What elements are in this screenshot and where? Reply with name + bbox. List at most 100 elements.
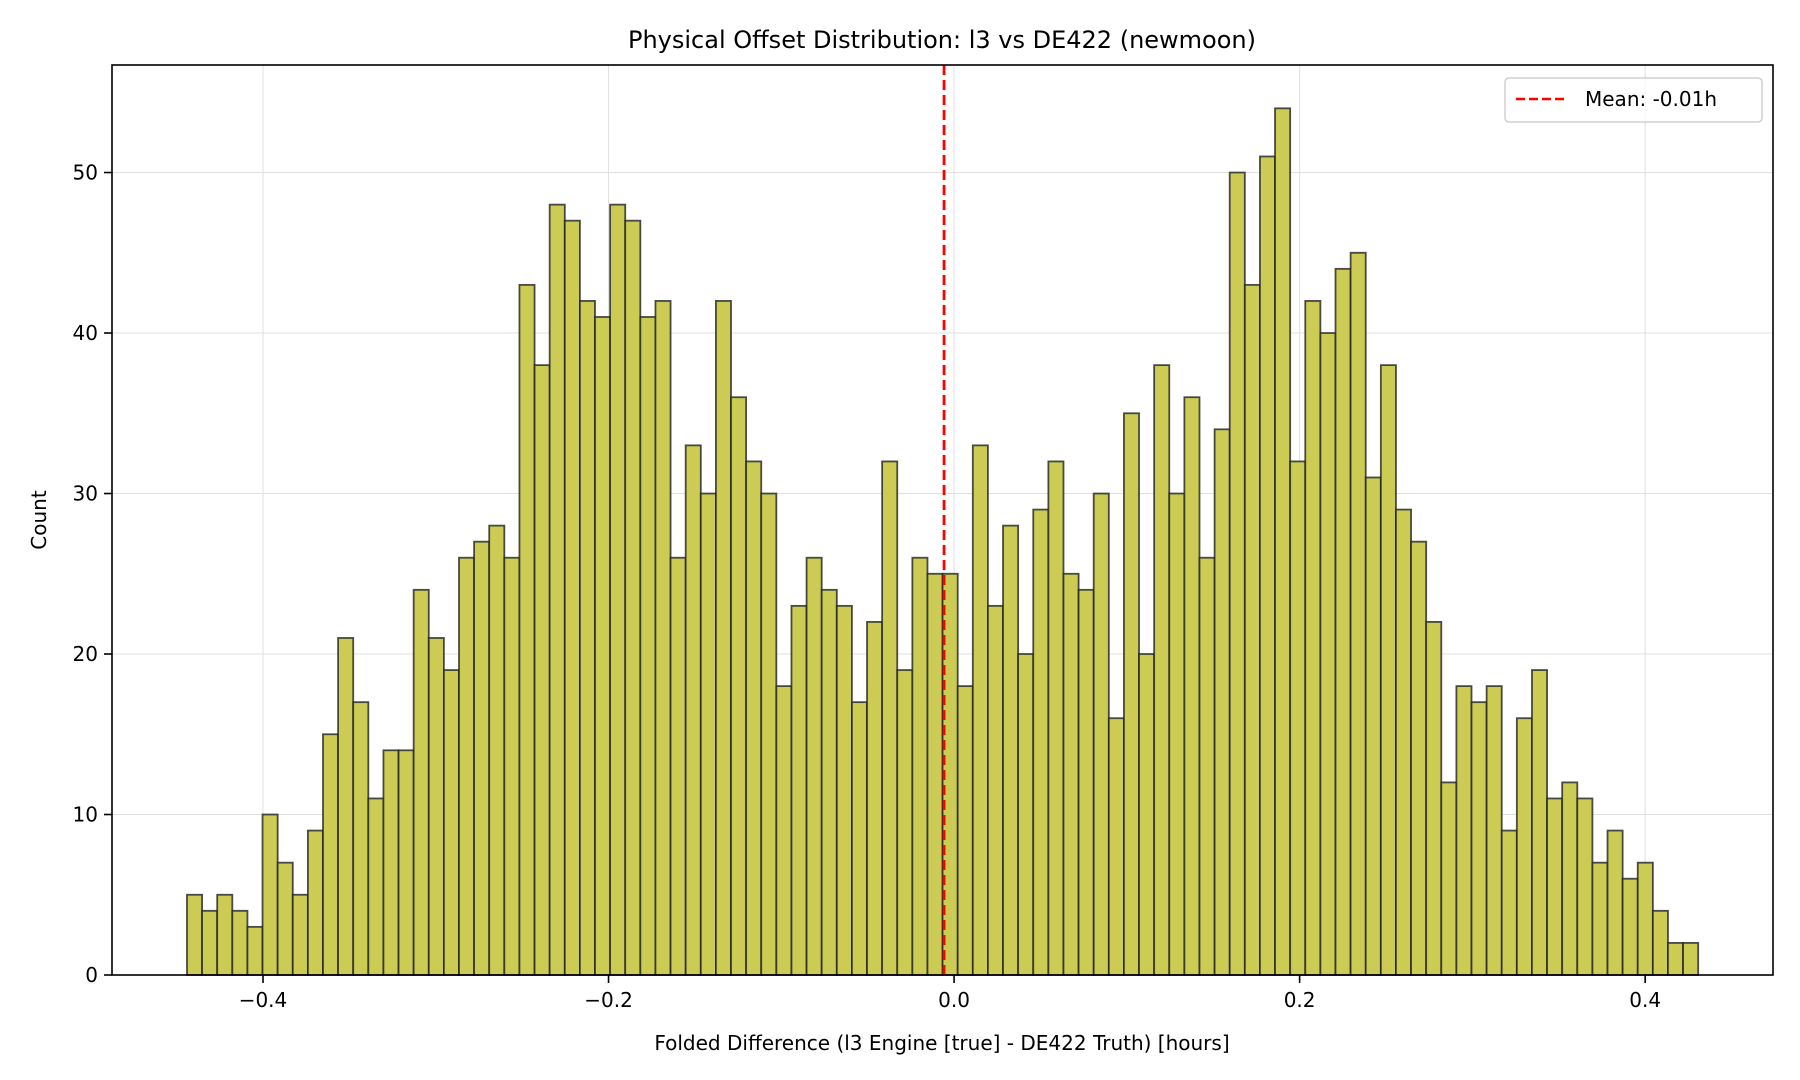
histogram-bar [1455,685,1473,976]
y-tick-label: 40 [73,321,98,345]
histogram-bar [1228,171,1246,976]
histogram-bar [1546,797,1564,976]
histogram-bar [1379,364,1397,976]
histogram-bar [987,604,1004,976]
histogram-bar [1319,332,1337,976]
histogram-bar [427,637,445,976]
histogram-bar [216,893,234,976]
histogram-bar [1304,300,1322,976]
histogram-bar [1289,460,1307,976]
histogram-bar [1198,556,1216,976]
histogram-bar [1621,877,1639,976]
histogram-bar [1561,781,1579,976]
histogram-bar [1470,701,1488,976]
histogram-bar [276,861,294,976]
histogram-bar [1395,508,1412,976]
histogram-bar [1651,909,1669,976]
histogram-bar [337,637,355,976]
histogram-bar [971,444,989,976]
histogram-bar [578,300,596,976]
y-tick-label: 20 [73,642,98,666]
histogram-bar [896,669,914,976]
histogram-bar [805,556,823,976]
histogram-bar [533,364,551,976]
histogram-bar [1047,460,1065,976]
histogram-bar [684,444,702,976]
histogram-bar [1032,508,1050,976]
histogram-bar [1259,155,1276,976]
histogram-bar [745,460,763,976]
histogram-bar [1425,621,1443,976]
histogram-bar [1153,364,1171,976]
x-ticks: −0.4 −0.2 0.0 0.2 0.4 [239,975,1661,1012]
histogram-bar [352,701,370,976]
histogram-bar [548,203,566,976]
histogram-bar [1485,685,1503,976]
histogram-bar [1667,942,1684,976]
histogram-bar [1138,653,1156,976]
histogram-bar [231,909,249,976]
histogram-bar [473,540,491,976]
y-axis-label: Count [27,490,51,550]
histogram-bar [790,604,808,976]
histogram-bar [1092,492,1110,976]
histogram-bar [1515,717,1533,976]
histogram-bar [382,749,400,976]
chart-title: Physical Offset Distribution: l3 vs DE42… [628,26,1256,54]
histogram-bar [851,701,868,976]
legend-box [1504,77,1763,123]
histogram-bar [1576,797,1594,976]
histogram-bar [1274,107,1292,976]
histogram-bar [1062,572,1080,976]
histogram-bar [594,316,612,976]
histogram-bar [760,492,778,976]
histogram-bar [503,556,521,976]
histogram-bar [654,300,672,976]
histogram-bar [609,203,627,976]
histogram-bar [1364,476,1382,976]
x-axis-label: Folded Difference (l3 Engine [true] - DE… [654,1031,1229,1055]
histogram-bar [669,556,687,976]
histogram-bar [835,604,853,976]
histogram-bar [246,925,264,976]
histogram-bar [1591,861,1609,976]
histogram-bar [291,893,309,976]
bars [186,107,1700,976]
histogram-bar [563,219,581,976]
histogram-bar [866,621,884,976]
histogram-bar [367,797,385,976]
histogram-bar [322,733,340,976]
histogram-bar [1213,428,1231,976]
histogram-bar [926,572,944,976]
y-tick-label: 50 [73,161,98,185]
histogram-bar [1349,251,1367,976]
histogram-bar [458,556,476,976]
legend-label: Mean: -0.01h [1585,87,1717,111]
x-tick-label: 0.0 [938,988,970,1012]
histogram-bar [730,396,748,976]
histogram-bar [1077,588,1095,976]
histogram-bar [1168,492,1186,976]
histogram-bar [1183,396,1201,976]
histogram-bar [820,588,838,976]
x-tick-label: 0.2 [1284,988,1316,1012]
y-tick-label: 0 [85,963,98,987]
x-tick-label: 0.4 [1629,988,1661,1012]
histogram-bar [1531,669,1548,976]
histogram-bar [261,813,279,976]
histogram-bar [881,460,899,976]
histogram-bar [699,492,717,976]
histogram-bar [1002,524,1020,976]
histogram-bar [624,219,642,976]
histogram-bar [186,893,203,976]
histogram-bar [775,685,793,976]
histogram-bar [412,588,430,976]
histogram-bar [1017,653,1035,976]
y-tick-label: 30 [73,482,98,506]
histogram-bar [1243,283,1261,976]
histogram-bar [442,669,460,976]
histogram-bar [956,685,974,976]
histogram-bar [1334,267,1352,976]
histogram-bar [1682,942,1700,976]
